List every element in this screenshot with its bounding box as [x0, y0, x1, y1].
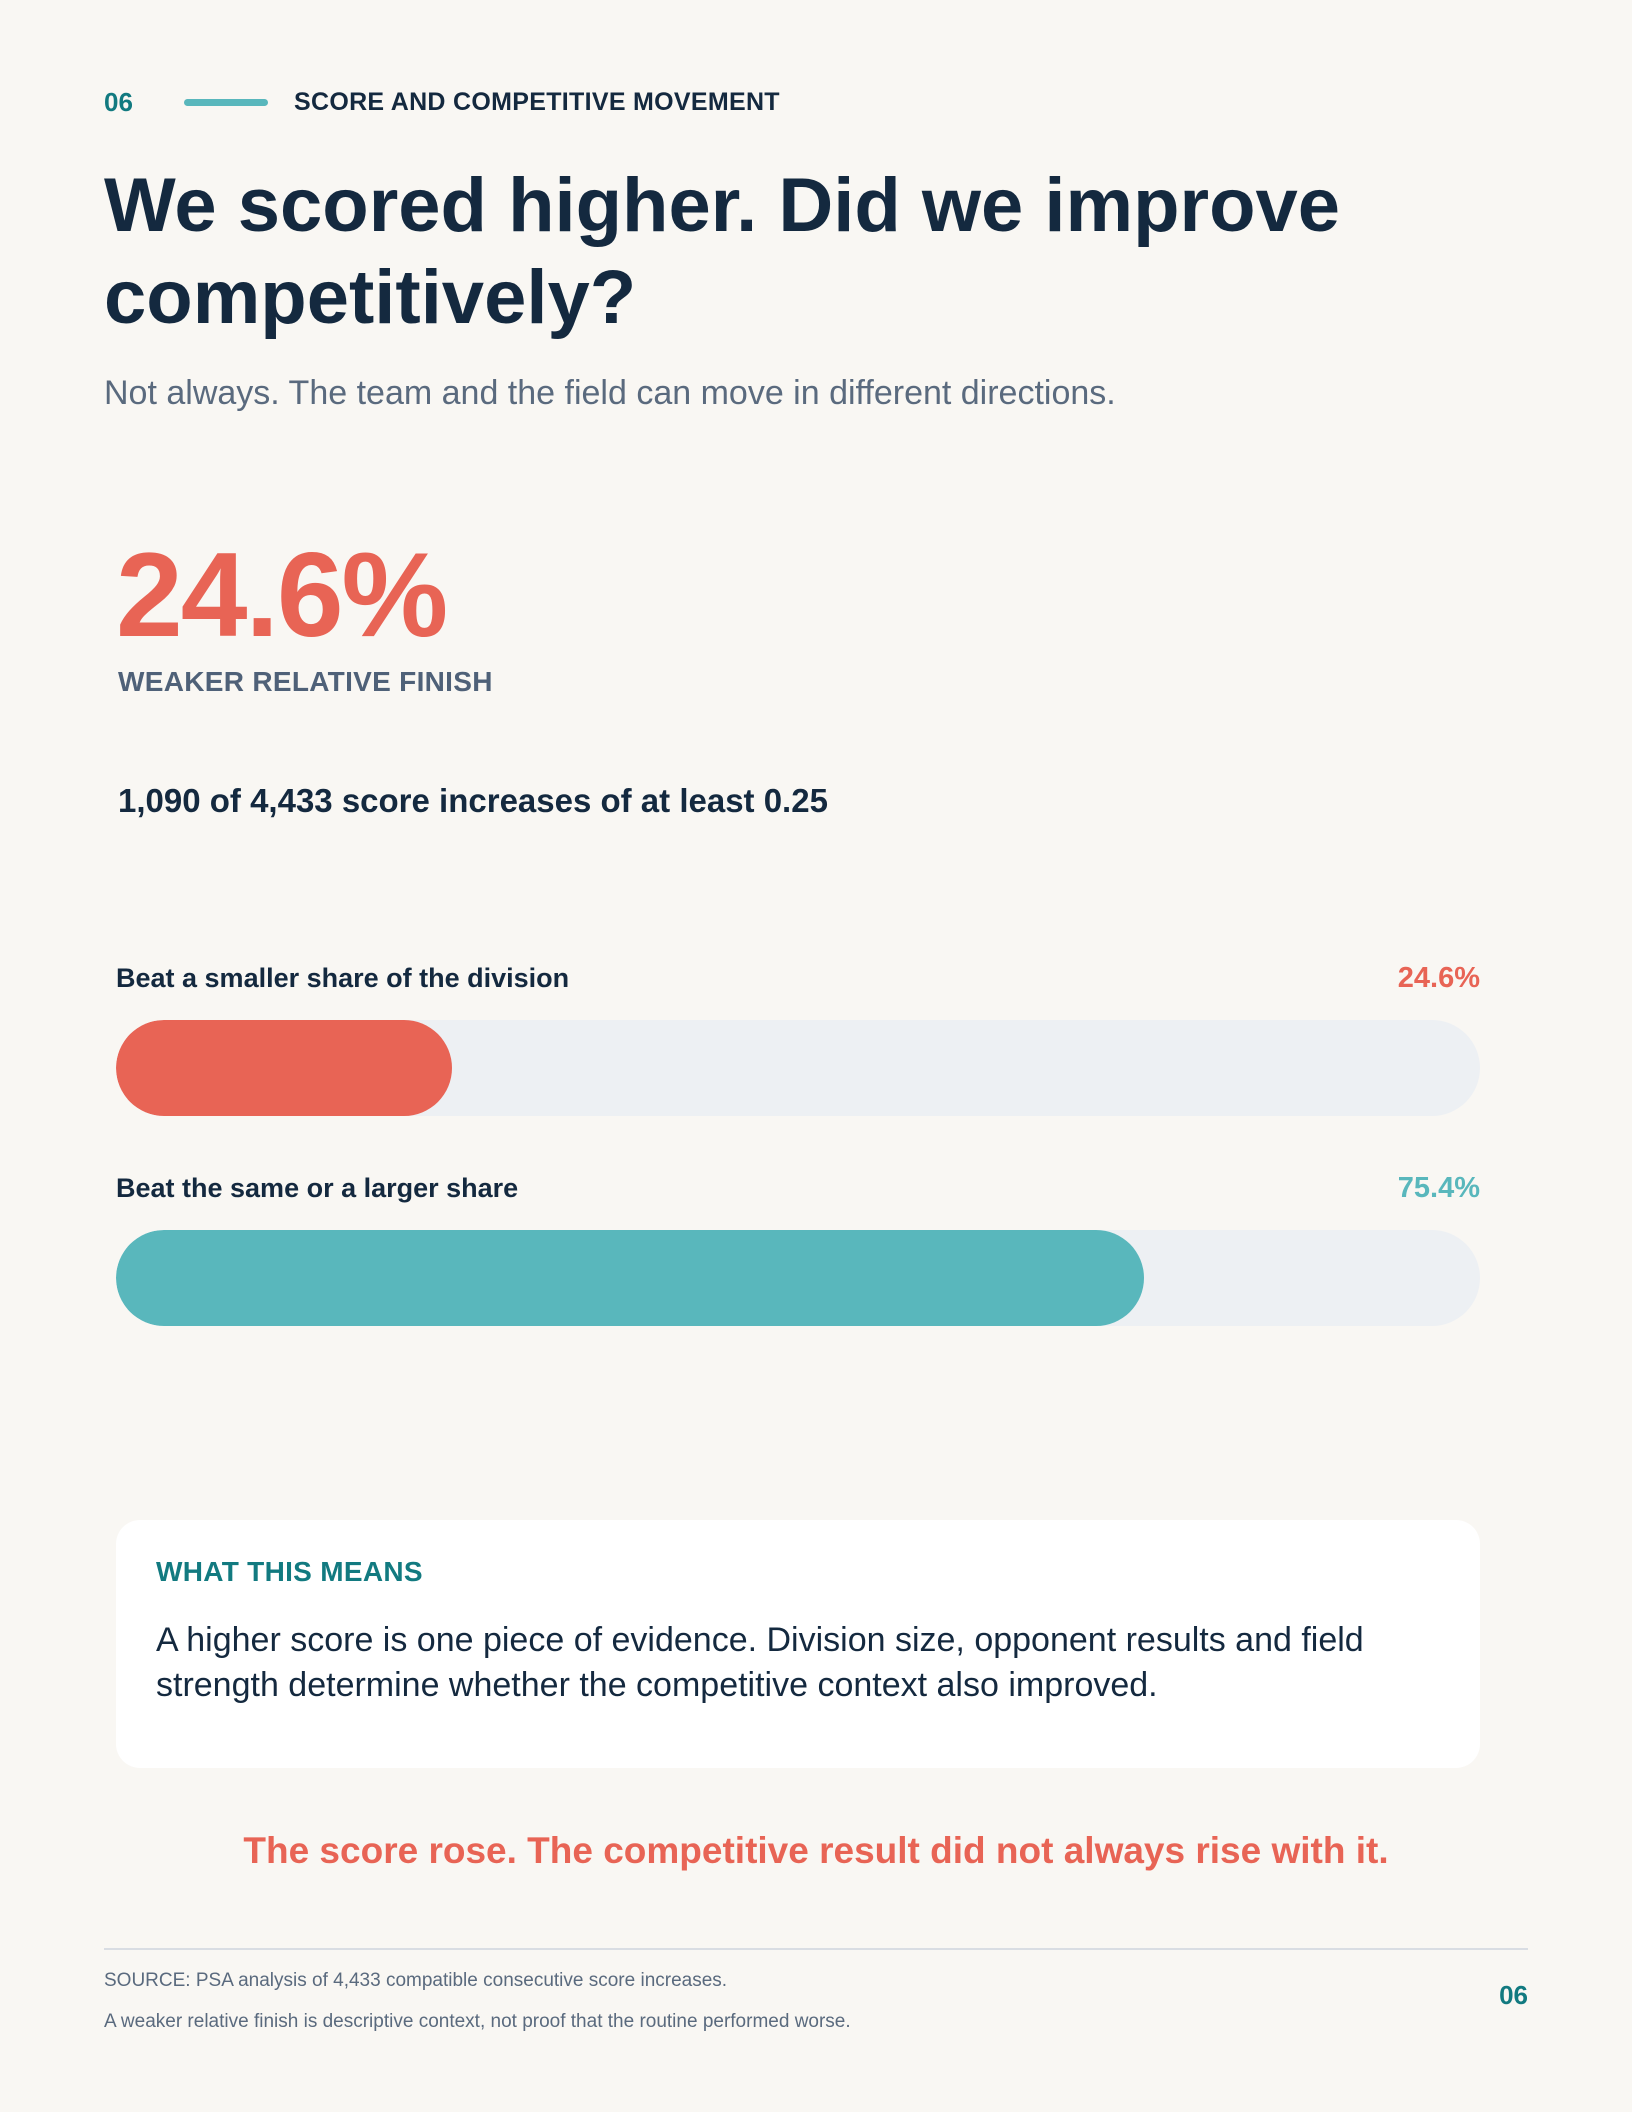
bar-row-same-or-larger-share: Beat the same or a larger share 75.4% [116, 1172, 1480, 1326]
punchline: The score rose. The competitive result d… [243, 1830, 1389, 1871]
source-note: SOURCE: PSA analysis of 4,433 compatible… [104, 1970, 728, 1991]
footnote: A weaker relative finish is descriptive … [104, 2011, 851, 2032]
footer-divider [104, 1948, 1528, 1950]
page-subhead: Not always. The team and the field can m… [104, 374, 1116, 412]
headline-stat-value: 24.6% [116, 528, 448, 662]
bar-fill-smaller-share [116, 1020, 452, 1116]
section-number: 06 [104, 86, 133, 117]
bar-track [116, 1020, 1480, 1116]
bar-label: Beat the same or a larger share [116, 1173, 519, 1203]
bar-fill-same-or-larger-share [116, 1230, 1145, 1326]
headline-stat-label: WEAKER RELATIVE FINISH [118, 666, 493, 697]
page-headline: We scored higher. Did we improve competi… [104, 163, 1341, 340]
callout-title: WHAT THIS MEANS [156, 1556, 423, 1587]
callout-body: A higher score is one piece of evidence.… [156, 1621, 1364, 1704]
callout-card: WHAT THIS MEANS A higher score is one pi… [116, 1520, 1480, 1768]
bar-track [116, 1230, 1480, 1326]
page-number: 06 [1499, 1980, 1528, 2010]
bar-row-smaller-share: Beat a smaller share of the division 24.… [116, 962, 1480, 1116]
section-divider [184, 98, 268, 106]
headline-stat-detail: 1,090 of 4,433 score increases of at lea… [118, 782, 828, 819]
bar-value-label: 75.4% [1397, 1172, 1480, 1204]
section-header: 06 SCORE AND COMPETITIVE MOVEMENT [104, 84, 780, 120]
bar-label: Beat a smaller share of the division [116, 963, 570, 993]
section-title: SCORE AND COMPETITIVE MOVEMENT [294, 87, 780, 116]
bar-value-label: 24.6% [1397, 962, 1480, 994]
